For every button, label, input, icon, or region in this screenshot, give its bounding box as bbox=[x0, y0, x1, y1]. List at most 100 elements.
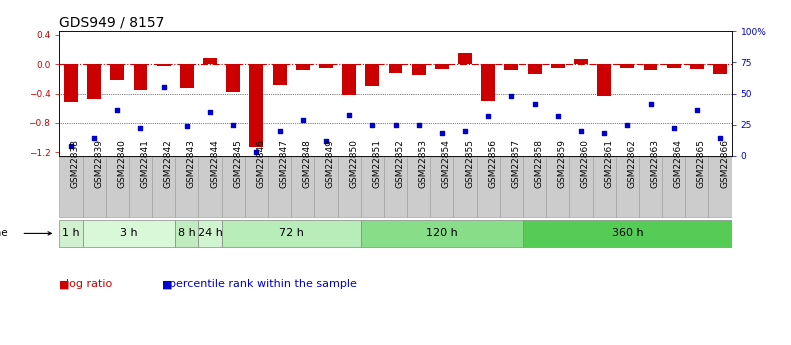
Bar bbox=[551, 64, 565, 68]
Point bbox=[668, 126, 680, 131]
Bar bbox=[667, 64, 681, 68]
Point bbox=[88, 136, 100, 141]
Bar bbox=[180, 64, 194, 88]
Text: GSM22856: GSM22856 bbox=[488, 139, 498, 188]
Text: GSM22843: GSM22843 bbox=[187, 139, 196, 188]
Point bbox=[297, 117, 309, 122]
Text: GSM22848: GSM22848 bbox=[303, 139, 312, 188]
Bar bbox=[505, 64, 518, 70]
Point bbox=[204, 109, 217, 115]
Point bbox=[551, 113, 564, 119]
Text: GSM22863: GSM22863 bbox=[650, 139, 660, 188]
Bar bbox=[273, 64, 286, 85]
Bar bbox=[639, 157, 662, 217]
Text: GSM22838: GSM22838 bbox=[71, 139, 80, 188]
Bar bbox=[384, 157, 407, 217]
Text: GDS949 / 8157: GDS949 / 8157 bbox=[59, 16, 165, 30]
Text: log ratio: log ratio bbox=[59, 279, 112, 289]
Point bbox=[482, 113, 494, 119]
Point bbox=[250, 149, 263, 155]
Point bbox=[273, 128, 286, 134]
Point bbox=[598, 131, 611, 136]
Bar bbox=[87, 64, 101, 99]
Bar bbox=[477, 157, 500, 217]
Text: GSM22852: GSM22852 bbox=[396, 139, 404, 188]
Point bbox=[412, 122, 425, 128]
Bar bbox=[412, 64, 426, 75]
Text: GSM22854: GSM22854 bbox=[442, 139, 451, 188]
Text: 1 h: 1 h bbox=[62, 228, 80, 238]
Text: GSM22846: GSM22846 bbox=[256, 139, 266, 188]
Point bbox=[459, 128, 471, 134]
Point bbox=[713, 136, 726, 141]
Point bbox=[436, 131, 448, 136]
Text: ■: ■ bbox=[162, 279, 172, 289]
Text: GSM22844: GSM22844 bbox=[210, 139, 219, 188]
Text: 3 h: 3 h bbox=[120, 228, 138, 238]
Bar bbox=[106, 157, 129, 217]
Point bbox=[157, 85, 170, 90]
Bar bbox=[291, 157, 314, 217]
Bar bbox=[221, 157, 244, 217]
Bar bbox=[64, 64, 78, 102]
Bar bbox=[59, 157, 82, 217]
Bar bbox=[570, 157, 592, 217]
Bar bbox=[82, 157, 106, 217]
Bar bbox=[690, 64, 704, 69]
Bar bbox=[152, 157, 176, 217]
Bar bbox=[528, 64, 542, 75]
Point bbox=[644, 101, 657, 106]
Bar bbox=[221, 220, 361, 247]
Text: 120 h: 120 h bbox=[426, 228, 458, 238]
Bar bbox=[244, 157, 268, 217]
Text: GSM22842: GSM22842 bbox=[164, 139, 172, 188]
Bar bbox=[709, 157, 732, 217]
Text: 8 h: 8 h bbox=[178, 228, 195, 238]
Point bbox=[180, 123, 193, 129]
Text: 360 h: 360 h bbox=[611, 228, 643, 238]
Point bbox=[134, 126, 147, 131]
Bar bbox=[365, 64, 379, 86]
Text: GSM22865: GSM22865 bbox=[697, 139, 706, 188]
Bar bbox=[296, 64, 310, 70]
Bar bbox=[430, 157, 453, 217]
Bar bbox=[361, 157, 384, 217]
Text: GSM22853: GSM22853 bbox=[418, 139, 428, 188]
Bar bbox=[481, 64, 495, 101]
Text: GSM22840: GSM22840 bbox=[117, 139, 127, 188]
Bar bbox=[407, 157, 430, 217]
Text: GSM22864: GSM22864 bbox=[674, 139, 683, 188]
Text: GSM22851: GSM22851 bbox=[373, 139, 381, 188]
Point bbox=[528, 101, 541, 106]
Bar bbox=[547, 157, 570, 217]
Point bbox=[343, 112, 355, 118]
Text: GSM22860: GSM22860 bbox=[581, 139, 590, 188]
Text: GSM22849: GSM22849 bbox=[326, 139, 335, 188]
Bar bbox=[453, 157, 477, 217]
Point bbox=[621, 122, 634, 128]
Text: 72 h: 72 h bbox=[278, 228, 304, 238]
Bar bbox=[226, 64, 240, 92]
Bar bbox=[199, 220, 221, 247]
Bar bbox=[644, 64, 657, 70]
Point bbox=[505, 93, 518, 99]
Bar bbox=[203, 58, 217, 64]
Text: GSM22858: GSM22858 bbox=[535, 139, 543, 188]
Point bbox=[111, 107, 123, 112]
Bar bbox=[500, 157, 523, 217]
Bar bbox=[523, 220, 732, 247]
Text: GSM22862: GSM22862 bbox=[627, 139, 636, 188]
Point bbox=[366, 122, 379, 128]
Text: GSM22850: GSM22850 bbox=[349, 139, 358, 188]
Point bbox=[227, 122, 240, 128]
Bar bbox=[662, 157, 685, 217]
Text: 24 h: 24 h bbox=[198, 228, 222, 238]
Text: GSM22847: GSM22847 bbox=[279, 139, 289, 188]
Bar bbox=[388, 64, 403, 73]
Bar bbox=[176, 157, 199, 217]
Point bbox=[691, 107, 703, 112]
Bar bbox=[129, 157, 152, 217]
Point bbox=[389, 122, 402, 128]
Text: GSM22861: GSM22861 bbox=[604, 139, 613, 188]
Bar bbox=[319, 64, 333, 68]
